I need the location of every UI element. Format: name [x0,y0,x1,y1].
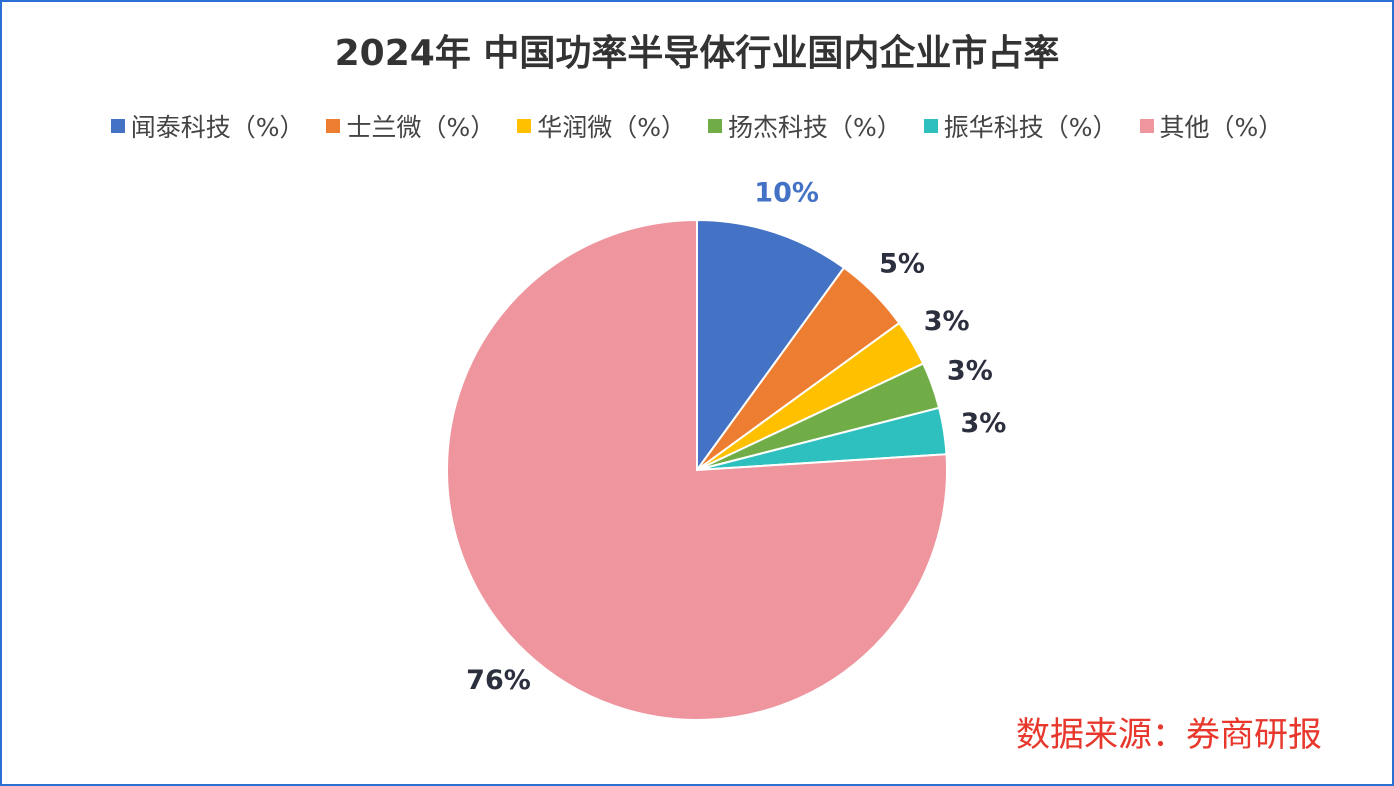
legend-item: 闻泰科技（%） [110,108,305,144]
data-label: 76% [466,665,531,696]
legend-swatch [708,119,722,133]
pie-slice [446,218,948,721]
legend-label: 振华科技（%） [943,113,1118,142]
data-label: 10% [754,178,819,209]
legend-swatch [110,119,125,133]
legend-item: 华润微（%） [517,108,686,144]
data-label: 3% [924,306,970,337]
legend-item: 振华科技（%） [923,108,1118,144]
legend-label: 华润微（%） [537,113,686,142]
legend-label: 其他（%） [1159,113,1284,142]
chart-title: 2024年 中国功率半导体行业国内企业市占率 [334,33,1060,74]
source-note: 数据来源：券商研报 [1016,715,1322,755]
data-label: 5% [879,248,925,279]
legend-item: 扬杰科技（%） [708,108,902,144]
legend-swatch [1139,119,1154,133]
data-label: 3% [947,355,993,386]
pie-slice [696,218,846,474]
legend-item: 其他（%） [1139,108,1284,144]
legend-label: 闻泰科技（%） [130,113,305,142]
legend-item: 士兰微（%） [326,108,495,144]
legend-label: 士兰微（%） [346,113,496,142]
legend-label: 扬杰科技（%） [728,113,902,142]
legend-swatch [517,119,532,133]
data-label: 3% [961,408,1007,439]
legend-swatch [923,119,938,133]
legend: 闻泰科技（%） 士兰微（%） 华润微（%） 扬杰科技（%） 振华科技（%） 其他（%） [2,108,1392,144]
legend-swatch [326,119,341,133]
